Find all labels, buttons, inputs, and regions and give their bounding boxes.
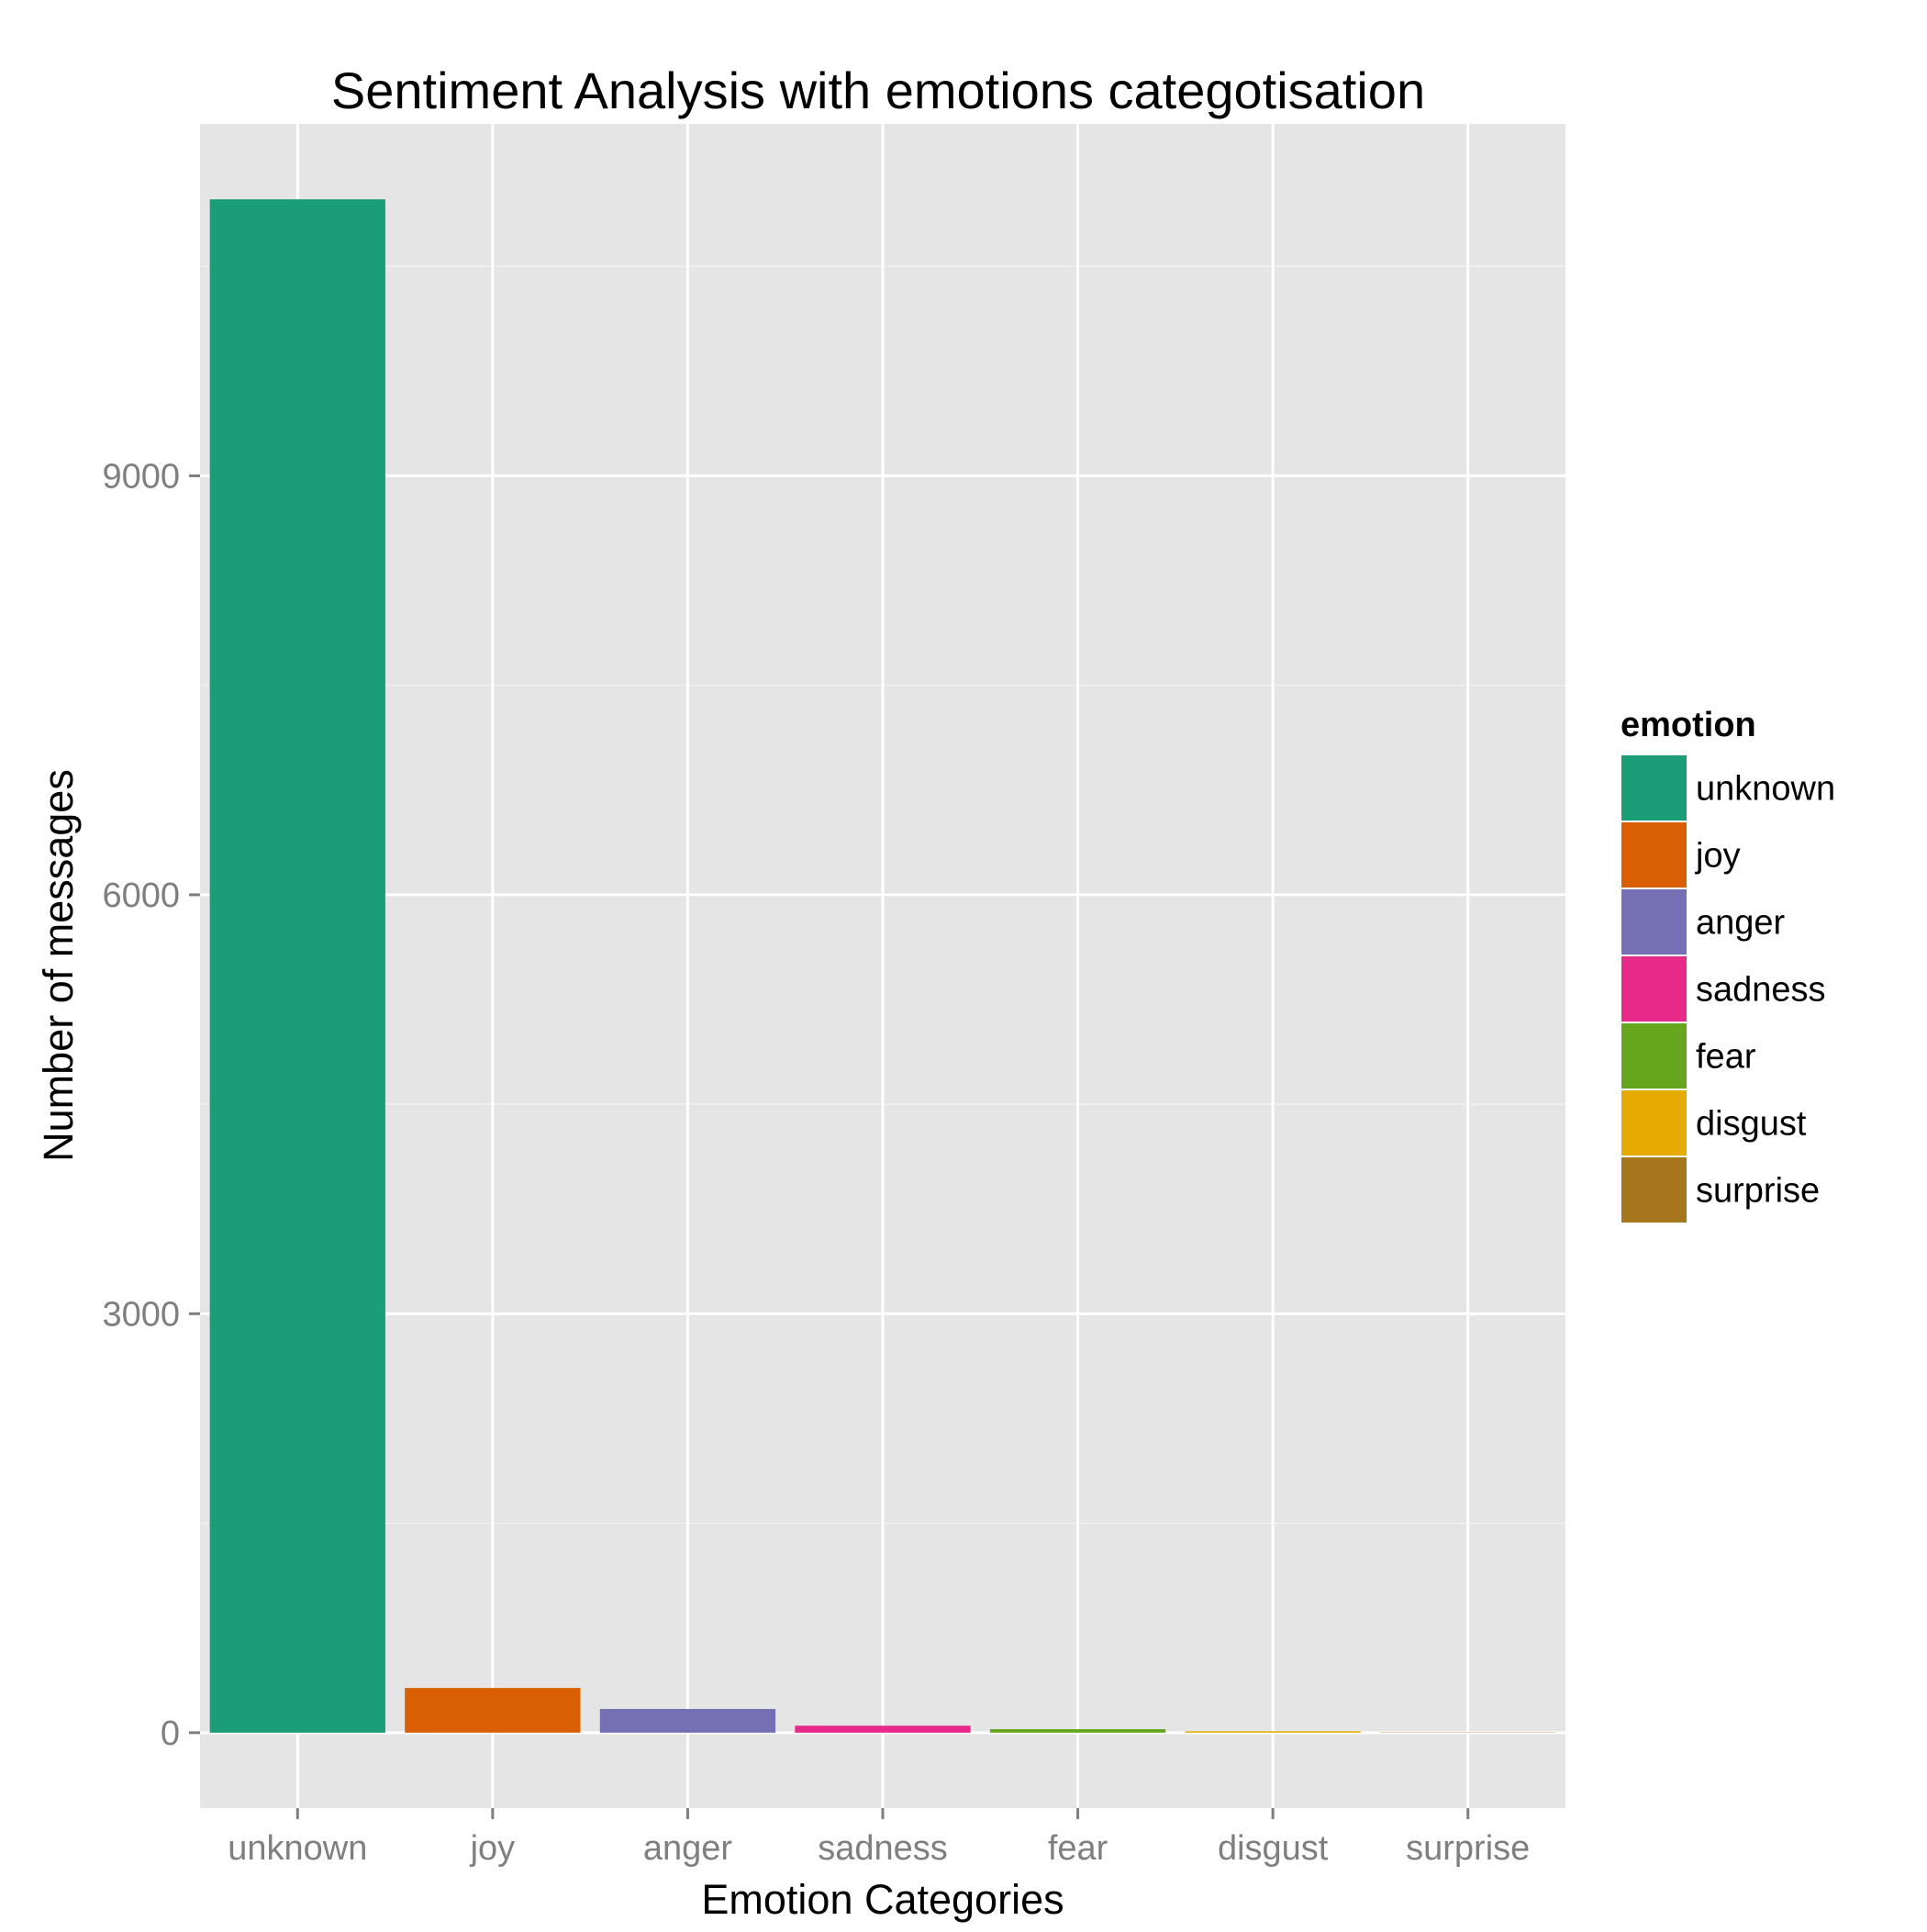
legend-swatch-anger bbox=[1621, 888, 1688, 955]
bar-fear bbox=[990, 1729, 1165, 1733]
y-tick-label: 3000 bbox=[102, 1295, 180, 1334]
legend-label-surprise: surprise bbox=[1696, 1172, 1820, 1211]
legend-items: unknown joy anger sadness fear disgust surpris… bbox=[1621, 754, 1835, 1223]
legend-swatch-surprise bbox=[1621, 1156, 1688, 1223]
legend-label-sadness: sadness bbox=[1696, 971, 1826, 1010]
y-tick-label: 9000 bbox=[102, 457, 180, 496]
bar-disgust bbox=[1185, 1731, 1360, 1733]
y-tick-label: 6000 bbox=[102, 877, 180, 915]
y-tick-label: 0 bbox=[161, 1714, 180, 1753]
chart-title: Sentiment Analysis with emotions categot… bbox=[331, 61, 1425, 119]
x-tick-label-sadness: sadness bbox=[818, 1829, 948, 1868]
legend-label-fear: fear bbox=[1696, 1038, 1756, 1077]
legend-swatch-fear bbox=[1621, 1022, 1688, 1089]
x-tick-label-anger: anger bbox=[643, 1829, 733, 1868]
bar-sadness bbox=[795, 1725, 970, 1733]
legend-label-unknown: unknown bbox=[1696, 770, 1835, 809]
bar-joy bbox=[405, 1688, 580, 1733]
x-tick-label-joy: joy bbox=[470, 1829, 516, 1868]
y-axis-title: Number of messages bbox=[35, 769, 82, 1162]
legend-label-disgust: disgust bbox=[1696, 1105, 1807, 1144]
legend-swatch-unknown bbox=[1621, 754, 1688, 821]
bar-anger bbox=[600, 1709, 775, 1733]
legend: emotion unknown joy anger sadness fear disgus… bbox=[1621, 706, 1835, 1223]
x-tick-label-unknown: unknown bbox=[228, 1829, 367, 1868]
legend-swatch-disgust bbox=[1621, 1089, 1688, 1156]
x-tick-label-fear: fear bbox=[1048, 1829, 1108, 1868]
y-axis: 0 3000 6000 9000 bbox=[102, 457, 200, 1752]
legend-swatch-joy bbox=[1621, 821, 1688, 888]
x-axis: unknown joy anger sadness fear disgust surpris… bbox=[228, 1808, 1530, 1868]
legend-label-anger: anger bbox=[1696, 904, 1786, 943]
x-tick-label-surprise: surprise bbox=[1406, 1829, 1530, 1868]
bar-unknown bbox=[210, 199, 385, 1733]
legend-swatch-sadness bbox=[1621, 955, 1688, 1022]
x-axis-title: Emotion Categories bbox=[701, 1876, 1064, 1923]
legend-label-joy: joy bbox=[1695, 837, 1741, 876]
legend-title: emotion bbox=[1621, 706, 1756, 744]
x-tick-label-disgust: disgust bbox=[1218, 1829, 1329, 1868]
